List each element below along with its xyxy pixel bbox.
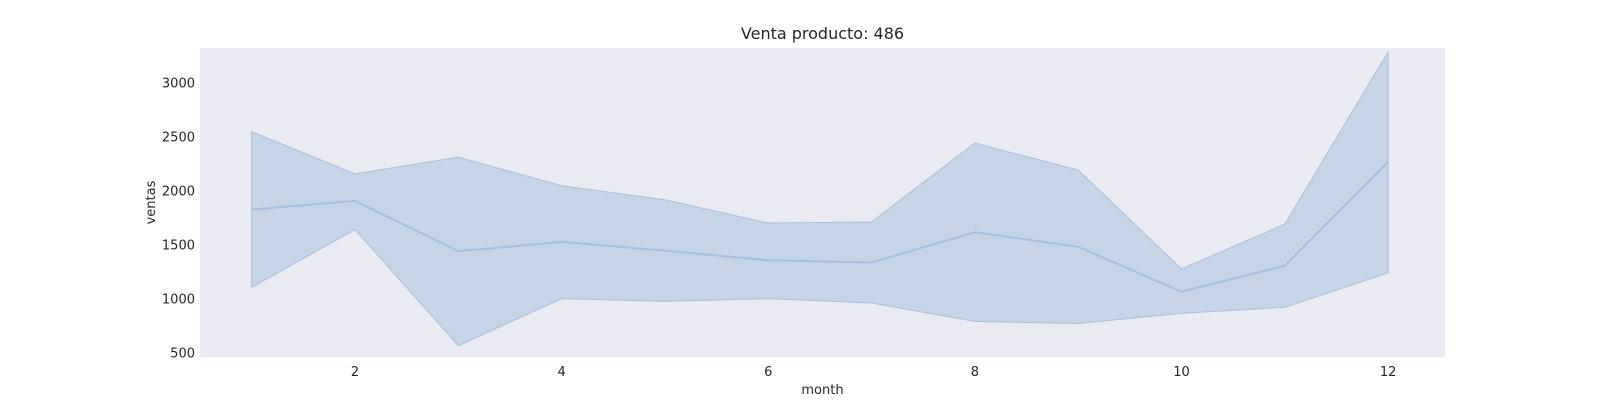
x-tick-label: 6: [764, 365, 772, 380]
x-tick-label: 12: [1380, 365, 1397, 380]
x-tick-label: 4: [557, 365, 565, 380]
x-tick-labels: 2 4 6 8 10 12: [351, 365, 1397, 380]
y-tick-label: 2500: [162, 131, 195, 146]
y-tick-label: 500: [170, 347, 195, 362]
x-axis-label: month: [801, 383, 843, 398]
series-line-0: [251, 161, 1389, 293]
x-tick-label: 8: [971, 365, 979, 380]
x-tick-label: 2: [351, 365, 359, 380]
y-tick-labels: 500 1000 1500 2000 2500 3000: [162, 77, 195, 362]
y-tick-label: 2000: [162, 185, 195, 200]
chart-title: Venta producto: 486: [741, 24, 904, 43]
y-tick-label: 1000: [162, 293, 195, 308]
y-axis-label: ventas: [144, 180, 159, 224]
y-tick-label: 3000: [162, 77, 195, 92]
y-tick-label: 1500: [162, 239, 195, 254]
confidence-band-0: [251, 49, 1389, 347]
confidence-band-layer: [251, 49, 1389, 347]
x-tick-label: 10: [1173, 365, 1190, 380]
series-line-layer: [251, 161, 1389, 293]
